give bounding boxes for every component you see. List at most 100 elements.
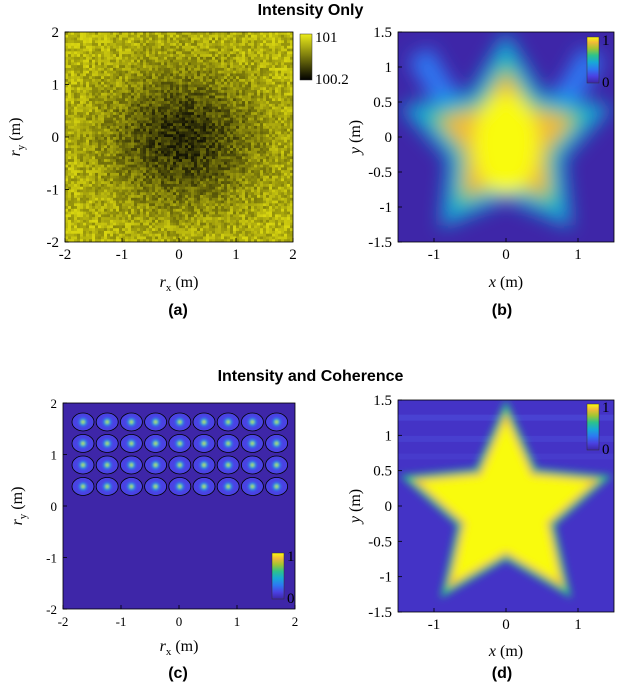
heatmap-cell <box>119 148 123 152</box>
heatmap-cell <box>161 81 165 85</box>
heatmap-cell <box>230 200 234 204</box>
heatmap-cell <box>134 81 138 85</box>
heatmap-cell <box>95 208 99 212</box>
heatmap-cell <box>245 186 249 190</box>
heatmap-cell <box>191 214 195 218</box>
heatmap-cell <box>122 70 126 74</box>
heatmap-cell <box>194 40 198 44</box>
heatmap-cell <box>95 217 99 221</box>
heatmap-cell <box>131 159 135 163</box>
heatmap-cell <box>68 164 72 168</box>
heatmap-cell <box>155 142 159 146</box>
heatmap-cell <box>74 145 78 149</box>
heatmap-cell <box>119 123 123 127</box>
heatmap-cell <box>227 230 231 235</box>
heatmap-cell <box>119 34 123 38</box>
heatmap-cell <box>80 181 84 185</box>
heatmap-cell <box>92 153 96 157</box>
heatmap-cell <box>143 84 147 88</box>
heatmap-cell <box>95 236 99 240</box>
heatmap-cell <box>107 70 111 74</box>
heatmap-cell <box>71 175 75 179</box>
heatmap-cell <box>257 192 261 196</box>
heatmap-cell <box>221 106 225 110</box>
heatmap-cell <box>206 137 210 141</box>
heatmap-cell <box>68 81 72 85</box>
heatmap-cell <box>155 109 159 113</box>
heatmap-cell <box>155 65 159 69</box>
heatmap-cell <box>248 59 252 63</box>
heatmap-cell <box>254 117 258 121</box>
heatmap-cell <box>170 62 174 66</box>
heatmap-cell <box>155 222 159 226</box>
heatmap-cell <box>77 148 81 152</box>
heatmap-cell <box>221 70 225 74</box>
heatmap-cell <box>200 189 204 193</box>
heatmap-cell <box>137 114 141 119</box>
heatmap-cell <box>89 222 93 226</box>
heatmap-cell <box>83 73 87 77</box>
heatmap-cell <box>125 225 129 229</box>
heatmap-cell <box>83 175 87 179</box>
heatmap-cell <box>176 87 180 91</box>
heatmap-cell <box>257 189 261 193</box>
heatmap-cell <box>251 197 255 201</box>
heatmap-cell <box>86 117 90 121</box>
heatmap-cell <box>206 45 210 49</box>
heatmap-cell <box>113 128 117 132</box>
heatmap-cell <box>107 150 111 154</box>
heatmap-cell <box>167 95 171 99</box>
heatmap-cell <box>86 153 90 157</box>
heatmap-cell <box>191 175 195 179</box>
heatmap-cell <box>176 114 180 119</box>
heatmap-cell <box>215 156 219 160</box>
heatmap-cell <box>95 192 99 196</box>
heatmap-cell <box>206 78 210 83</box>
heatmap-cell <box>116 233 120 237</box>
heatmap-cell <box>92 170 96 174</box>
heatmap-cell <box>98 34 102 38</box>
heatmap-cell <box>257 225 261 229</box>
heatmap-cell <box>191 142 195 146</box>
heatmap-cell <box>155 172 159 177</box>
heatmap-cell <box>65 200 69 204</box>
heatmap-cell <box>182 150 186 154</box>
heatmap-cell <box>194 159 198 163</box>
heatmap-cell <box>125 156 129 160</box>
heatmap-cell <box>200 211 204 215</box>
heatmap-cell <box>89 228 93 232</box>
heatmap-cell <box>170 236 174 240</box>
heatmap-cell <box>122 117 126 121</box>
heatmap-cell <box>212 228 216 232</box>
heatmap-cell <box>149 219 153 224</box>
heatmap-cell <box>89 186 93 190</box>
heatmap-cell <box>101 84 105 88</box>
heatmap-cell <box>221 175 225 179</box>
heatmap-cell <box>92 189 96 193</box>
heatmap-cell <box>65 148 69 152</box>
heatmap-cell <box>83 48 87 52</box>
heatmap-cell <box>143 103 147 107</box>
heatmap-cell <box>191 123 195 127</box>
heatmap-cell <box>119 51 123 55</box>
heatmap-cell <box>227 54 231 58</box>
heatmap-cell <box>230 62 234 66</box>
heatmap-cell <box>74 219 78 224</box>
heatmap-cell <box>71 90 75 94</box>
heatmap-cell <box>242 178 246 182</box>
heatmap-cell <box>182 81 186 85</box>
heatmap-cell <box>161 156 165 160</box>
heatmap-cell <box>122 59 126 63</box>
heatmap-cell <box>161 109 165 113</box>
heatmap-cell <box>113 78 117 83</box>
heatmap-cell <box>71 78 75 83</box>
heatmap-cell <box>215 32 219 36</box>
heatmap-cell <box>218 159 222 163</box>
heatmap-cell <box>191 189 195 193</box>
heatmap-cell <box>257 170 261 174</box>
heatmap-cell <box>203 117 207 121</box>
heatmap-cell <box>143 76 147 80</box>
heatmap-cell <box>206 139 210 143</box>
heatmap-cell <box>188 48 192 52</box>
heatmap-cell <box>107 142 111 146</box>
